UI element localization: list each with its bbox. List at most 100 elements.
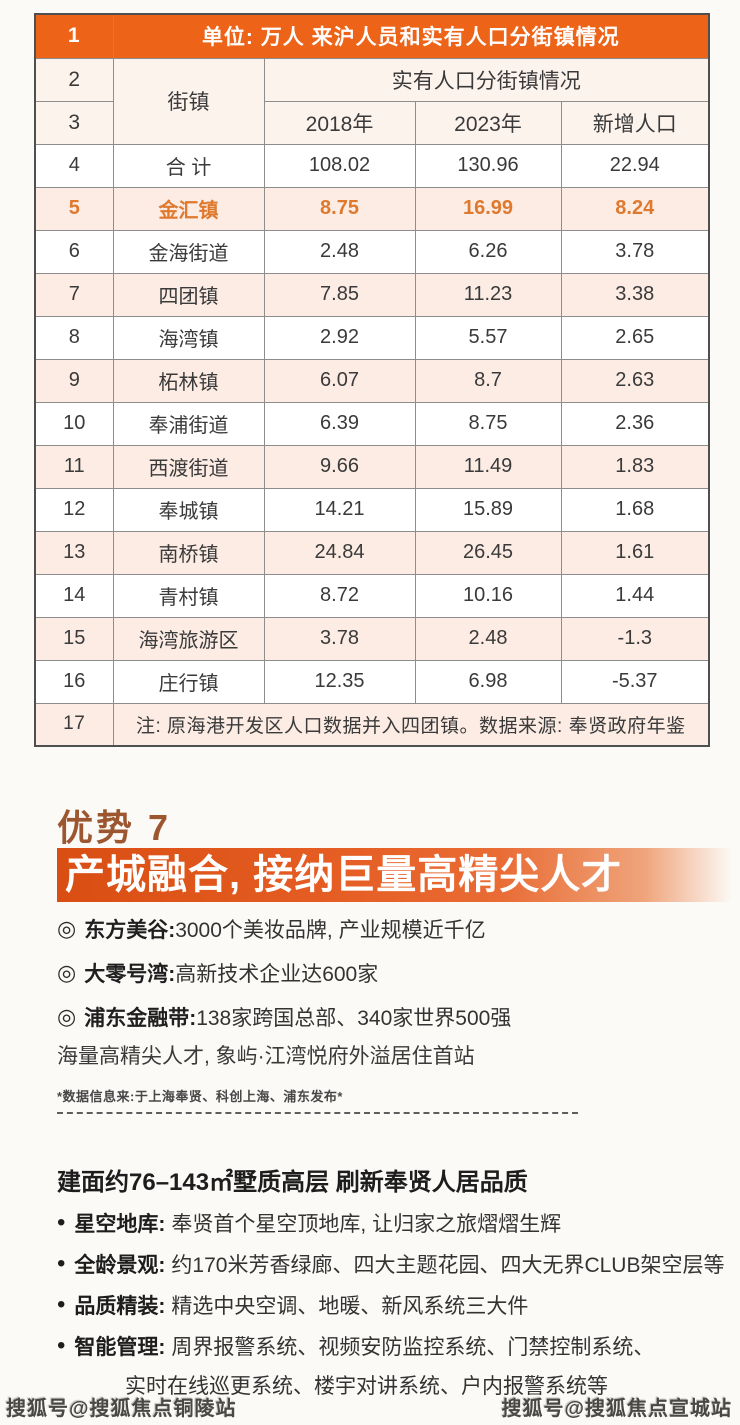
industry-point: ◎ 东方美谷: 3000个美妆品牌, 产业规模近千亿 xyxy=(57,916,511,942)
row-number: 3 xyxy=(34,100,114,145)
town-column-header: 街镇 xyxy=(112,57,265,145)
row-number: 2 xyxy=(34,57,114,102)
table-row: 9 柘林镇 6.07 8.7 2.63 xyxy=(34,358,710,403)
value-2023: 6.26 xyxy=(414,229,562,274)
value-2023: 8.75 xyxy=(414,401,562,446)
feature-point: • 品质精装: 精选中央空调、地暖、新风系统三大件 xyxy=(57,1291,724,1319)
value-2018: 9.66 xyxy=(263,444,416,489)
watermark-left: 搜狐号@搜狐焦点铜陵站 xyxy=(6,1398,237,1420)
value-2023: 130.96 xyxy=(414,143,562,188)
feature-point: • 全龄景观: 约170米芳香绿廊、四大主题花园、四大无界CLUB架空层等 xyxy=(57,1250,724,1278)
town-name: 柘林镇 xyxy=(112,358,265,403)
row-number: 7 xyxy=(34,272,114,317)
value-added: 3.38 xyxy=(560,272,710,317)
table-row: 5 金汇镇 8.75 16.99 8.24 xyxy=(34,186,710,231)
table-unit-row: 1 单位: 万人 来沪人员和实有人口分街镇情况 xyxy=(34,13,710,59)
double-circle-bullet-icon: ◎ xyxy=(57,916,77,941)
town-name: 四团镇 xyxy=(112,272,265,317)
value-2018: 2.92 xyxy=(263,315,416,360)
section-banner: 产城融合, 接纳巨量高精尖人才 xyxy=(57,848,740,902)
table-note-text: 注: 原海港开发区人口数据并入四团镇。数据来源: 奉贤政府年鉴 xyxy=(112,702,710,747)
town-name: 海湾镇 xyxy=(112,315,265,360)
value-2018: 8.75 xyxy=(263,186,416,231)
value-added: 1.61 xyxy=(560,530,710,575)
industry-point-text: 3000个美妆品牌, 产业规模近千亿 xyxy=(175,919,486,942)
value-2018: 108.02 xyxy=(263,143,416,188)
industry-point-text: 高新技术企业达600家 xyxy=(175,963,379,986)
table-row: 6 金海街道 2.48 6.26 3.78 xyxy=(34,229,710,274)
value-2023: 11.23 xyxy=(414,272,562,317)
industry-point: ◎ 大零号湾: 高新技术企业达600家 xyxy=(57,960,511,986)
row-number: 6 xyxy=(34,229,114,274)
industry-point-label: 大零号湾: xyxy=(84,963,176,986)
dashed-divider xyxy=(57,1112,578,1114)
value-added: 2.63 xyxy=(560,358,710,403)
value-added: 1.68 xyxy=(560,487,710,532)
town-name: 庄行镇 xyxy=(112,659,265,704)
town-name: 青村镇 xyxy=(112,573,265,618)
table-column-header-row: 3 2018年 2023年 新增人口 xyxy=(34,100,710,145)
feature-point: • 智能管理: 周界报警系统、视频安防监控系统、门禁控制系统、 xyxy=(57,1332,724,1360)
value-2018: 7.85 xyxy=(263,272,416,317)
table-note-row: 17 注: 原海港开发区人口数据并入四团镇。数据来源: 奉贤政府年鉴 xyxy=(34,702,710,747)
value-2018: 6.07 xyxy=(263,358,416,403)
table-row: 12 奉城镇 14.21 15.89 1.68 xyxy=(34,487,710,532)
feature-point: • 星空地库: 奉贤首个星空顶地库, 让归家之旅熠熠生辉 xyxy=(57,1209,724,1237)
row-number: 13 xyxy=(34,530,114,575)
town-name: 海湾旅游区 xyxy=(112,616,265,661)
value-added: 1.44 xyxy=(560,573,710,618)
value-2018: 2.48 xyxy=(263,229,416,274)
row-number: 16 xyxy=(34,659,114,704)
value-added: 1.83 xyxy=(560,444,710,489)
value-added: 2.36 xyxy=(560,401,710,446)
dot-bullet-icon: • xyxy=(57,1291,66,1318)
town-name: 南桥镇 xyxy=(112,530,265,575)
table-row: 10 奉浦街道 6.39 8.75 2.36 xyxy=(34,401,710,446)
value-2023: 5.57 xyxy=(414,315,562,360)
column-header-2018: 2018年 xyxy=(263,100,416,145)
row-number: 10 xyxy=(34,401,114,446)
value-2018: 24.84 xyxy=(263,530,416,575)
feature-point-text: 精选中央空调、地暖、新风系统三大件 xyxy=(171,1295,529,1318)
value-added: 3.78 xyxy=(560,229,710,274)
dot-bullet-icon: • xyxy=(57,1250,66,1277)
double-circle-bullet-icon: ◎ xyxy=(57,960,77,985)
row-number: 1 xyxy=(34,13,114,59)
product-headline: 建面约76–143㎡墅质高层 刷新奉贤人居品质 xyxy=(57,1169,528,1196)
watermark-right: 搜狐号@搜狐焦点宣城站 xyxy=(501,1398,732,1420)
value-2018: 8.72 xyxy=(263,573,416,618)
table-header-rows: 1 单位: 万人 来沪人员和实有人口分街镇情况 2 街镇 实有人口分街镇情况 3… xyxy=(34,13,710,145)
value-2023: 11.49 xyxy=(414,444,562,489)
table-group-header-row: 2 街镇 实有人口分街镇情况 xyxy=(34,57,710,145)
table-row: 16 庄行镇 12.35 6.98 -5.37 xyxy=(34,659,710,704)
industry-point: ◎ 浦东金融带: 138家跨国总部、340家世界500强 xyxy=(57,1004,511,1030)
value-2023: 8.7 xyxy=(414,358,562,403)
dot-bullet-icon: • xyxy=(57,1332,66,1359)
feature-point-text-continued: 实时在线巡更系统、楼宇对讲系统、户内报警系统等 xyxy=(125,1375,608,1398)
row-number: 9 xyxy=(34,358,114,403)
value-2018: 12.35 xyxy=(263,659,416,704)
value-added: -5.37 xyxy=(560,659,710,704)
table-row: 13 南桥镇 24.84 26.45 1.61 xyxy=(34,530,710,575)
feature-point-text: 奉贤首个星空顶地库, 让归家之旅熠熠生辉 xyxy=(171,1213,562,1236)
row-number: 15 xyxy=(34,616,114,661)
table-row: 15 海湾旅游区 3.78 2.48 -1.3 xyxy=(34,616,710,661)
dot-bullet-icon: • xyxy=(57,1209,66,1236)
column-header-2023: 2023年 xyxy=(414,100,562,145)
population-table: 1 单位: 万人 来沪人员和实有人口分街镇情况 2 街镇 实有人口分街镇情况 3… xyxy=(34,13,711,747)
value-2023: 6.98 xyxy=(414,659,562,704)
value-added: 8.24 xyxy=(560,186,710,231)
row-number: 5 xyxy=(34,186,114,231)
value-added: 22.94 xyxy=(560,143,710,188)
industry-points-list: ◎ 东方美谷: 3000个美妆品牌, 产业规模近千亿 ◎ 大零号湾: 高新技术企业达600… xyxy=(57,916,511,1048)
feature-point-label: 品质精装: xyxy=(74,1295,166,1318)
value-added: -1.3 xyxy=(560,616,710,661)
industry-point-label: 浦东金融带: xyxy=(84,1007,197,1030)
value-2023: 2.48 xyxy=(414,616,562,661)
town-name: 合 计 xyxy=(112,143,265,188)
feature-point-label: 智能管理: xyxy=(74,1336,166,1359)
group-column-header: 实有人口分街镇情况 xyxy=(263,57,710,102)
